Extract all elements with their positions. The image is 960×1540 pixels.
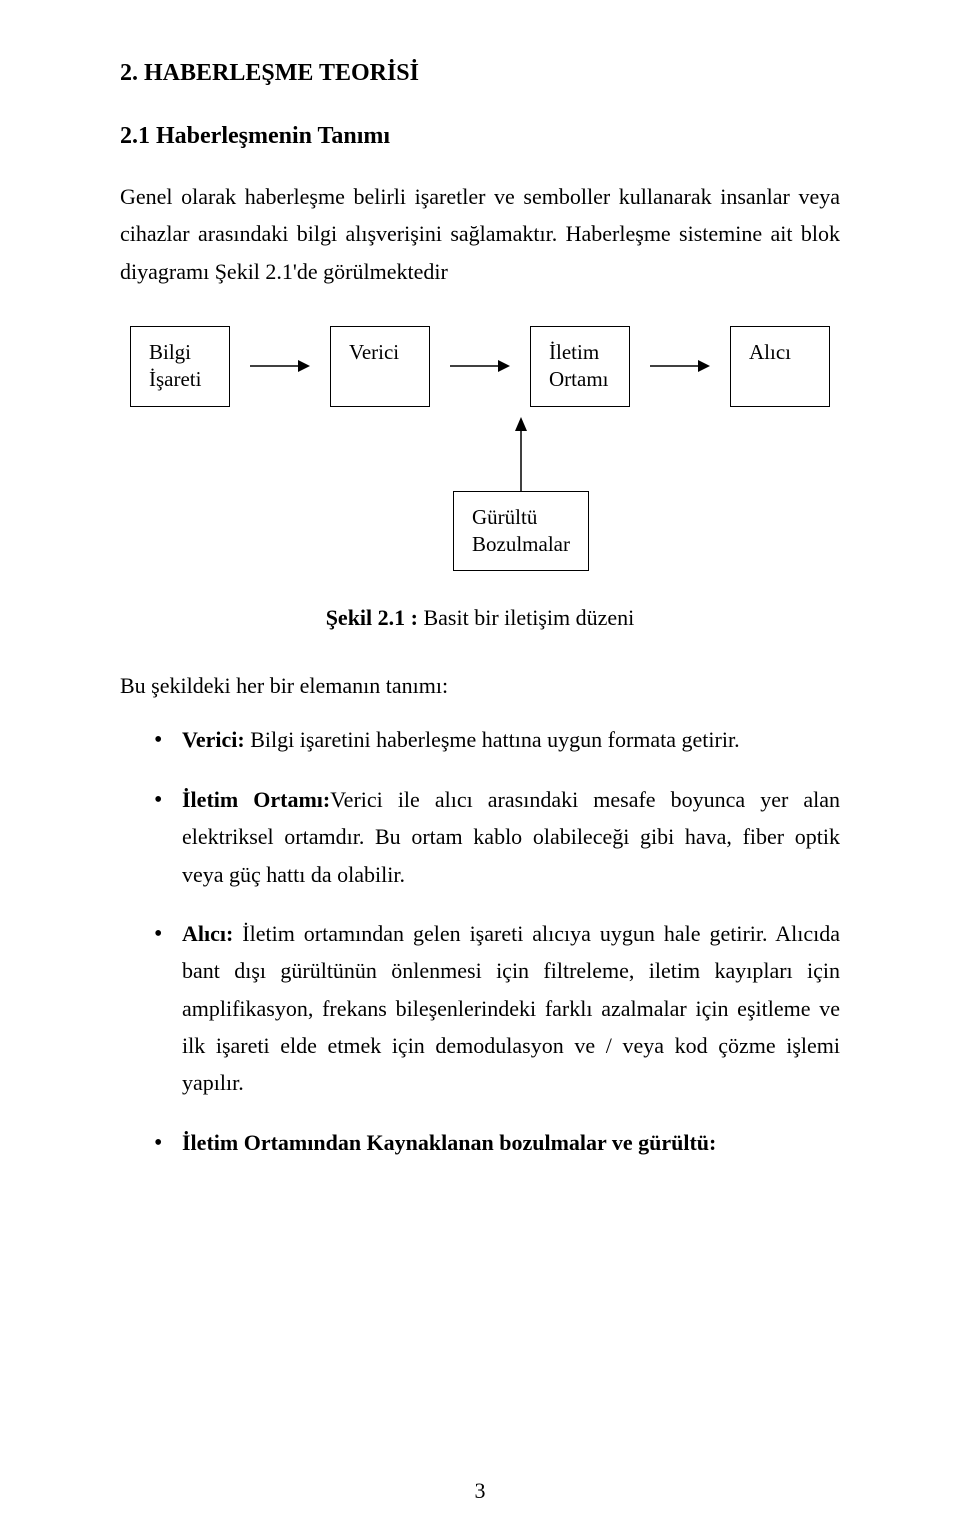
caption-label: Şekil 2.1 : — [326, 605, 418, 630]
term-bold: Alıcı: — [182, 921, 233, 946]
diagram-box-medium: İletim Ortamı — [530, 326, 630, 407]
list-item: İletim Ortamından Kaynaklanan bozulmalar… — [154, 1124, 840, 1161]
diagram-box-noise: Gürültü Bozulmalar — [453, 491, 589, 572]
diagram-box-signal: Bilgi İşareti — [130, 326, 230, 407]
box-label-line: Alıcı — [749, 339, 811, 366]
arrow-right-icon — [430, 356, 530, 376]
arrow-up-icon — [511, 417, 531, 491]
box-label-line: Bilgi — [149, 339, 211, 366]
list-item: İletim Ortamı:Verici ile alıcı arasındak… — [154, 781, 840, 893]
box-label-line: Gürültü — [472, 504, 570, 531]
arrow-right-icon — [230, 356, 330, 376]
page-number: 3 — [0, 1478, 960, 1504]
term-bold: İletim Ortamı: — [182, 787, 330, 812]
heading-level-3: 2.1 Haberleşmenin Tanımı — [120, 123, 840, 150]
term-text: İletim ortamından gelen işareti alıcıya … — [182, 921, 840, 1096]
box-label-line: Bozulmalar — [472, 531, 570, 558]
paragraph-intro: Genel olarak haberleşme belirli işaretle… — [120, 178, 840, 290]
block-diagram: Bilgi İşareti Verici İleti — [120, 326, 840, 571]
box-label-line: İletim — [549, 339, 611, 366]
list-item: Verici: Bilgi işaretini haberleşme hattı… — [154, 721, 840, 758]
term-text: Bilgi işaretini haberleşme hattına uygun… — [245, 727, 740, 752]
list-item: Alıcı: İletim ortamından gelen işareti a… — [154, 915, 840, 1102]
figure-caption: Şekil 2.1 : Basit bir iletişim düzeni — [120, 605, 840, 631]
term-bold: İletim Ortamından Kaynaklanan bozulmalar… — [182, 1130, 716, 1155]
diagram-bottom: Gürültü Bozulmalar — [202, 417, 840, 572]
box-label-line: Verici — [349, 339, 411, 366]
arrow-right-icon — [630, 356, 730, 376]
diagram-box-receiver: Alıcı — [730, 326, 830, 407]
definitions-list: Verici: Bilgi işaretini haberleşme hattı… — [120, 721, 840, 1161]
diagram-top-row: Bilgi İşareti Verici İleti — [120, 326, 840, 407]
box-label-line: Ortamı — [549, 366, 611, 393]
definitions-intro: Bu şekildeki her bir elemanın tanımı: — [120, 673, 840, 699]
document-page: 2. HABERLEŞME TEORİSİ 2.1 Haberleşmenin … — [0, 0, 960, 1540]
term-bold: Verici: — [182, 727, 245, 752]
diagram-box-transmitter: Verici — [330, 326, 430, 407]
caption-text: Basit bir iletişim düzeni — [418, 605, 634, 630]
heading-level-2: 2. HABERLEŞME TEORİSİ — [120, 60, 840, 87]
box-label-line: İşareti — [149, 366, 211, 393]
